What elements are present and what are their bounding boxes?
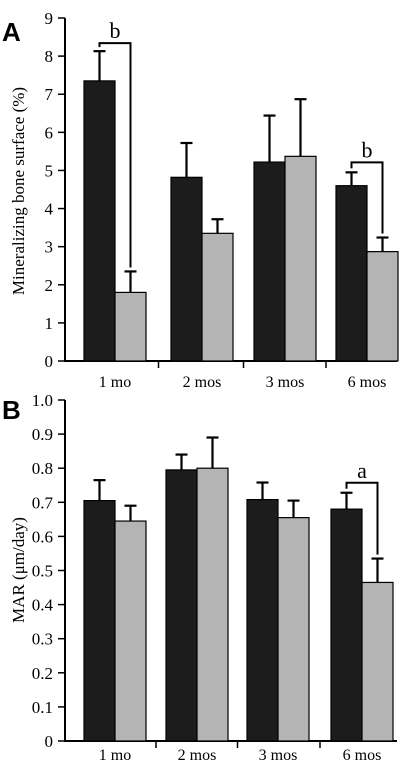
bar-dark (330, 508, 363, 742)
x-category-label: 2 mos (178, 747, 217, 764)
bar-dark (335, 185, 368, 362)
bar-light (284, 155, 317, 362)
bar-light (201, 232, 234, 362)
significance-label: b (110, 18, 121, 43)
panel-b-chart: B MAR (μm/day) 0 0.1 0.2 0.3 0.4 0.5 0.6 0.7 0.8… (2, 391, 397, 764)
bar-light (114, 520, 147, 742)
y-tick-label: 0.2 (32, 664, 53, 683)
y-tick-label: 1 (45, 314, 54, 333)
y-tick-label: 2 (45, 276, 54, 295)
panel-a-letter: A (2, 17, 21, 47)
y-tick-label: 1.0 (32, 391, 53, 410)
panel-b-y-axis-label: MAR (μm/day) (9, 517, 28, 623)
bar-light (196, 467, 229, 742)
bar-light (277, 517, 310, 742)
bar-dark (165, 469, 198, 742)
bar-light (361, 581, 394, 742)
bar-dark (83, 499, 116, 742)
y-tick-label: 5 (45, 161, 54, 180)
y-tick-label: 9 (45, 9, 54, 28)
bar-light (366, 251, 399, 362)
y-tick-label: 0.1 (32, 698, 53, 717)
x-category-label: 3 mos (259, 747, 298, 764)
bar-light (114, 291, 147, 362)
x-category-label: 3 mos (266, 374, 305, 391)
y-tick-label: 0.6 (32, 527, 53, 546)
x-category-label: 6 mos (348, 374, 387, 391)
bar-dark (170, 176, 203, 362)
bar-dark (83, 80, 116, 362)
significance-bracket (350, 161, 384, 234)
x-category-label: 1 mo (99, 374, 131, 391)
significance-label: a (357, 458, 367, 483)
bar-dark (246, 498, 279, 742)
panel-b-letter: B (2, 395, 21, 425)
panel-a-y-axis-label: Mineralizing bone surface (%) (9, 87, 28, 295)
y-tick-label: 6 (45, 123, 54, 142)
panel-a-chart: A Mineralizing bone surface (%) 0 1 2 3 4 5 6 7… (2, 9, 399, 391)
y-tick-label: 0.9 (32, 425, 53, 444)
y-tick-label: 0 (45, 352, 54, 371)
x-category-label: 1 mo (99, 747, 131, 764)
y-tick-label: 0.8 (32, 459, 53, 478)
y-tick-label: 0.7 (32, 493, 54, 512)
bar-dark (253, 161, 286, 362)
y-tick-label: 7 (45, 85, 54, 104)
y-tick-label: 0.3 (32, 630, 53, 649)
significance-label: b (362, 137, 373, 162)
significance-bracket (345, 481, 379, 555)
y-tick-label: 4 (45, 200, 54, 219)
y-tick-label: 3 (45, 238, 54, 257)
y-tick-label: 0.5 (32, 562, 53, 581)
significance-bracket (98, 42, 132, 268)
y-tick-label: 0 (45, 732, 54, 751)
x-category-label: 6 mos (343, 747, 382, 764)
y-tick-label: 8 (45, 47, 54, 66)
x-category-label: 2 mos (183, 374, 222, 391)
y-tick-label: 0.4 (32, 596, 54, 615)
